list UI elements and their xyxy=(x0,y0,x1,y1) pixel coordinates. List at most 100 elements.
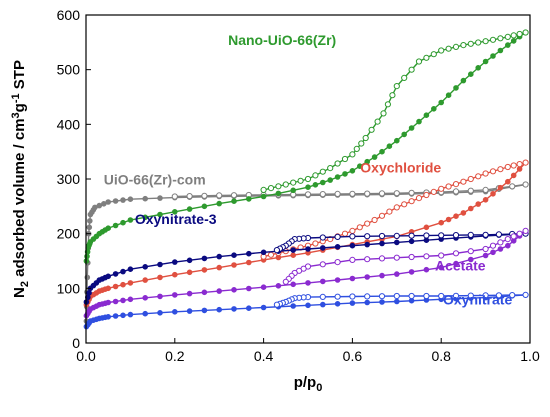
adsorption-point xyxy=(516,166,523,172)
desorption-point xyxy=(312,240,319,247)
adsorption-point xyxy=(172,259,178,265)
adsorption-point xyxy=(157,195,163,201)
desorption-point xyxy=(504,163,511,171)
adsorption-point xyxy=(157,293,163,300)
adsorption-point xyxy=(364,158,371,165)
desorption-point xyxy=(349,233,356,240)
desorption-point xyxy=(438,185,445,192)
desorption-point xyxy=(452,188,460,195)
desorption-point xyxy=(504,236,511,243)
adsorption-point xyxy=(186,269,193,276)
series-Acetate xyxy=(83,227,529,319)
adsorption-point xyxy=(120,281,126,288)
adsorption-point xyxy=(504,242,511,249)
desorption-point xyxy=(467,187,474,194)
series-marks xyxy=(83,29,529,330)
desorption-point xyxy=(482,38,489,45)
axes: 0 100 200 300 400 500 600 0.0 0.2 0.4 0.6 0.8 1.0 xyxy=(57,7,540,364)
series-Oxynitrate xyxy=(83,291,529,330)
desorption-point xyxy=(312,172,319,179)
adsorption-point xyxy=(475,201,482,207)
y-tick-label: 300 xyxy=(57,171,81,187)
adsorption-point xyxy=(201,289,208,296)
desorption-point xyxy=(282,181,289,188)
desorption-point xyxy=(482,186,489,193)
adsorption-point xyxy=(120,297,126,304)
desorption-point xyxy=(497,239,504,246)
y-tick-label: 200 xyxy=(57,226,81,242)
desorption-point xyxy=(334,259,341,266)
adsorption-point xyxy=(393,239,400,246)
adsorption-point xyxy=(305,184,311,191)
desorption-point xyxy=(304,175,312,183)
desorption-point xyxy=(171,193,178,200)
desorption-point xyxy=(509,183,516,190)
adsorption-point xyxy=(423,112,430,118)
adsorption-point xyxy=(260,193,267,200)
desorption-point xyxy=(290,179,297,186)
desorption-point xyxy=(341,230,349,237)
adsorption-point xyxy=(157,274,163,281)
desorption-point xyxy=(393,254,400,261)
adsorption-point xyxy=(246,250,252,257)
adsorption-point xyxy=(482,58,489,65)
adsorption-point xyxy=(120,268,126,275)
adsorption-point xyxy=(290,187,297,194)
desorption-point xyxy=(393,83,400,90)
adsorption-point xyxy=(379,272,385,279)
adsorption-point xyxy=(142,195,149,202)
desorption-point xyxy=(438,232,445,239)
adsorption-point xyxy=(423,266,430,273)
desorption-point xyxy=(282,278,289,285)
adsorption-point xyxy=(475,65,482,71)
adsorption-point xyxy=(127,266,134,273)
desorption-point xyxy=(438,252,445,259)
adsorption-point xyxy=(246,196,252,202)
adsorption-point xyxy=(172,292,178,298)
desorption-point xyxy=(273,301,280,308)
desorption-point xyxy=(522,291,529,298)
desorption-point xyxy=(489,242,497,249)
adsorption-point xyxy=(216,288,223,294)
adsorption-point xyxy=(112,283,119,290)
adsorption-point xyxy=(142,214,149,221)
adsorption-point xyxy=(105,285,111,292)
adsorption-point xyxy=(105,199,111,205)
adsorption-point xyxy=(87,218,93,224)
adsorption-point xyxy=(201,255,208,262)
adsorption-point xyxy=(96,202,103,209)
desorption-point xyxy=(497,166,504,173)
desorption-point xyxy=(445,183,452,190)
y-tick-label: 0 xyxy=(72,335,80,351)
adsorption-point xyxy=(86,290,92,296)
desorption-point xyxy=(423,253,430,260)
desorption-point xyxy=(327,165,334,172)
adsorption-point xyxy=(260,249,267,256)
series-labels: UiO-66(Zr)-com Nano-UiO-66(Zr) Oxychloride… xyxy=(104,32,513,308)
adsorption-point xyxy=(364,274,371,280)
desorption-point xyxy=(319,191,326,198)
adsorption-point xyxy=(504,178,511,185)
adsorption-point xyxy=(201,267,208,273)
adsorption-point xyxy=(349,300,356,306)
desorption-point xyxy=(273,247,280,254)
x-tick-label: 0.0 xyxy=(76,348,96,364)
x-tick-label: 0.4 xyxy=(254,348,274,364)
adsorption-point xyxy=(349,242,356,249)
adsorption-point xyxy=(216,200,223,207)
adsorption-point xyxy=(510,38,517,44)
desorption-point xyxy=(475,173,482,180)
adsorption-point xyxy=(445,92,452,98)
series-label: Oxynitrate xyxy=(443,292,512,308)
adsorption-point xyxy=(490,53,496,59)
adsorption-point xyxy=(460,210,467,216)
desorption-point xyxy=(438,47,445,54)
desorption-point xyxy=(349,256,356,263)
x-tick-label: 0.8 xyxy=(431,348,451,364)
desorption-point xyxy=(401,74,408,82)
desorption-point xyxy=(380,110,387,117)
desorption-point xyxy=(378,212,386,219)
desorption-point xyxy=(482,170,489,177)
series-label: Nano-UiO-66(Zr) xyxy=(228,32,336,48)
adsorption-point xyxy=(379,299,385,305)
